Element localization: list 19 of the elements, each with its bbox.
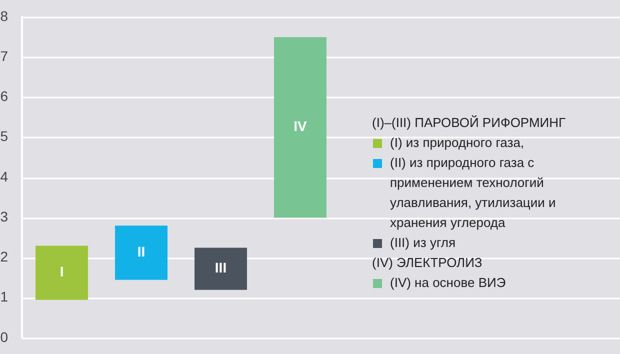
legend-title: (I)–(III) ПАРОВОЙ РИФОРМИНГ [372,114,567,132]
x-tick-label: III [214,260,227,276]
y-tick-label: 8 [0,8,8,24]
x-tick-label: I [60,264,64,280]
legend-label: (III) из угля [389,234,457,252]
text: (IV) ЭЛЕКТРОЛИЗ [372,254,484,272]
y-tick-label: 3 [0,208,8,224]
legend-label: (II) из природного газа с применением технологий улавливания, утилизации и хранения углерода [389,154,557,232]
x-tick-label: IV [294,118,308,134]
legend-label: (IV) на основе ВИЭ [389,274,507,292]
x-tick-label: II [137,244,146,260]
y-tick-label: 2 [0,248,8,265]
legend-label: (I) из природного газа, [389,134,526,152]
y-tick-label: 7 [0,48,8,64]
y-tick-label: 1 [0,288,8,305]
y-tick-label: 6 [0,88,8,104]
y-tick-label: 5 [0,128,8,144]
y-tick-label: 4 [0,168,8,184]
y-tick-label: 0 [0,328,8,345]
